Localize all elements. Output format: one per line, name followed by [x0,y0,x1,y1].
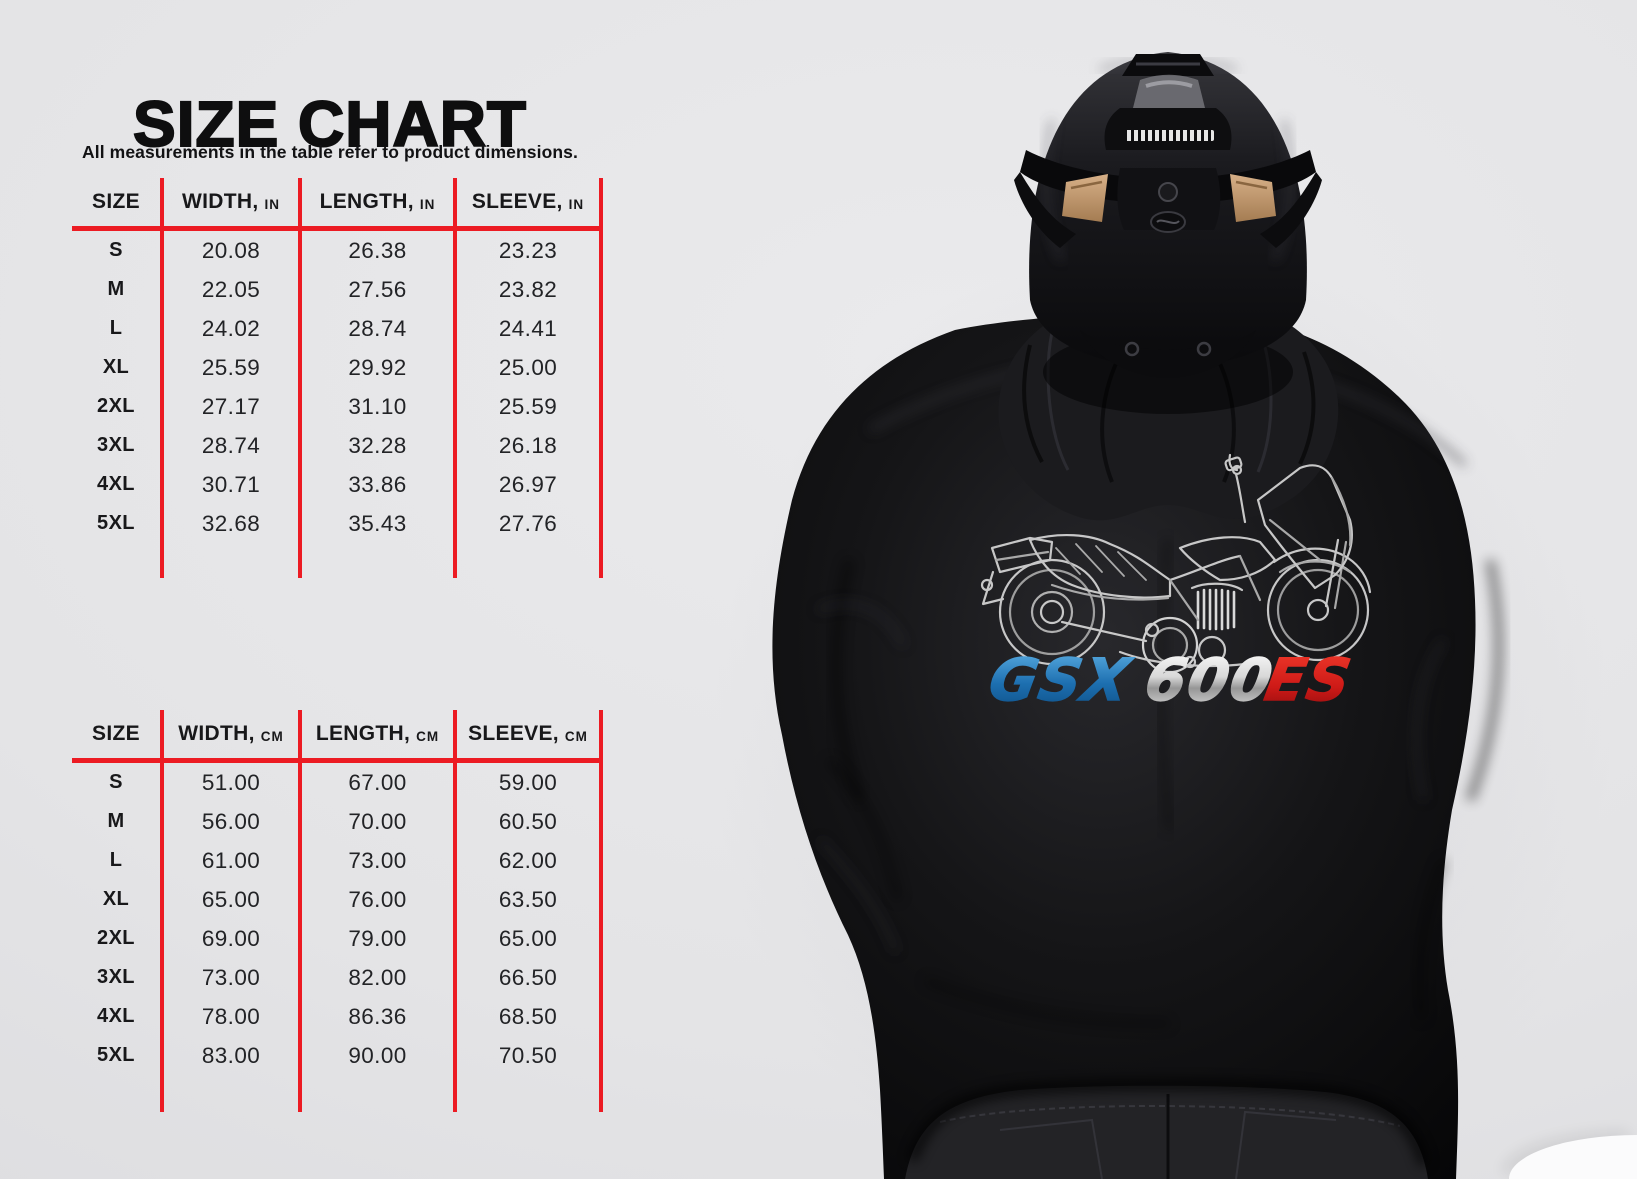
size-label: XL [102,356,130,378]
width-value: 65.00 [160,880,298,919]
sleeve-value: 23.23 [453,231,603,270]
size-label: 4XL [97,1005,135,1027]
table-footer-pad [453,543,603,578]
sleeve-value: 23.82 [453,270,603,309]
sleeve-value: 59.00 [453,763,603,802]
size-label: S [109,239,123,261]
length-value: 70.00 [298,802,453,841]
length-value: 73.00 [298,841,453,880]
sleeve-value: 63.50 [453,880,603,919]
print-gsx: GSX [984,646,1137,713]
length-value: 26.38 [298,231,453,270]
sleeve-value: 26.18 [453,426,603,465]
size-label: L [109,317,123,339]
table-footer-pad [160,543,298,578]
length-value: 27.56 [298,270,453,309]
sleeve-value: 25.00 [453,348,603,387]
page-title: SIZE CHART [132,87,527,161]
sleeve-value: 27.76 [453,504,603,543]
length-value: 90.00 [298,1036,453,1075]
size-label: 2XL [97,927,135,949]
hoodie-motorcycle-line-art [980,453,1372,674]
helmet-mid-vent [1104,108,1232,150]
length-value: 67.00 [298,763,453,802]
width-value: 20.08 [160,231,298,270]
sleeve-value: 65.00 [453,919,603,958]
width-value: 27.17 [160,387,298,426]
column-header-length: LENGTH, CM [298,710,453,763]
size-label: 4XL [97,473,135,495]
width-value: 78.00 [160,997,298,1036]
column-header-size: SIZE [72,710,160,763]
table-footer-pad [72,543,160,578]
width-value: 24.02 [160,309,298,348]
width-value: 25.59 [160,348,298,387]
size-label: 5XL [97,512,135,534]
table-footer-pad [160,1075,298,1112]
sleeve-value: 68.50 [453,997,603,1036]
size-label: 2XL [97,395,135,417]
length-value: 79.00 [298,919,453,958]
width-value: 61.00 [160,841,298,880]
helmet-emblem [1158,182,1178,202]
width-value: 30.71 [160,465,298,504]
length-value: 35.43 [298,504,453,543]
width-value: 32.68 [160,504,298,543]
sleeve-value: 62.00 [453,841,603,880]
sleeve-value: 70.50 [453,1036,603,1075]
width-value: 56.00 [160,802,298,841]
length-value: 82.00 [298,958,453,997]
column-header-width: WIDTH, CM [160,710,298,763]
sleeve-value: 66.50 [453,958,603,997]
size-label: 5XL [97,1044,135,1066]
hoodie-print-text: GSX 600 ES [983,646,1358,715]
size-label: 3XL [97,434,135,456]
length-value: 76.00 [298,880,453,919]
size-label: XL [102,888,130,910]
length-value: 29.92 [298,348,453,387]
size-table-cm: SIZE WIDTH, CM LENGTH, CM SLEEVE, CM S 51.0… [72,710,603,1112]
product-photo-hoodie-model: GSX 600 ES [712,52,1612,1179]
width-value: 28.74 [160,426,298,465]
column-header-sleeve: SLEEVE, CM [453,710,603,763]
width-value: 22.05 [160,270,298,309]
helmet-tan-patch-right [1230,174,1276,222]
table-footer-pad [298,1075,453,1112]
size-table-inches: SIZE WIDTH, IN LENGTH, IN SLEEVE, IN S 20.0… [72,178,603,578]
table-footer-pad [453,1075,603,1112]
column-header-size: SIZE [72,178,160,231]
print-es: ES [1260,646,1357,713]
motorcycle-helmet [1014,52,1322,378]
print-model-number: 600 [1140,646,1279,713]
black-hoodie [772,311,1504,1179]
sleeve-value: 24.41 [453,309,603,348]
table-footer-pad [72,1075,160,1112]
sleeve-value: 26.97 [453,465,603,504]
width-value: 73.00 [160,958,298,997]
column-header-length: LENGTH, IN [298,178,453,231]
helmet-tan-patch-left [1062,174,1108,222]
size-label: M [107,278,125,300]
column-header-width: WIDTH, IN [160,178,298,231]
table-footer-pad [298,543,453,578]
size-label: M [107,810,125,832]
width-value: 51.00 [160,763,298,802]
width-value: 83.00 [160,1036,298,1075]
sleeve-value: 60.50 [453,802,603,841]
sleeve-value: 25.59 [453,387,603,426]
length-value: 86.36 [298,997,453,1036]
page-subtitle: All measurements in the table refer to p… [82,141,578,162]
length-value: 28.74 [298,309,453,348]
length-value: 33.86 [298,465,453,504]
size-label: L [109,849,123,871]
jeans [905,1080,1429,1179]
size-label: 3XL [97,966,135,988]
length-value: 32.28 [298,426,453,465]
column-header-sleeve: SLEEVE, IN [453,178,603,231]
width-value: 69.00 [160,919,298,958]
length-value: 31.10 [298,387,453,426]
size-label: S [109,771,123,793]
